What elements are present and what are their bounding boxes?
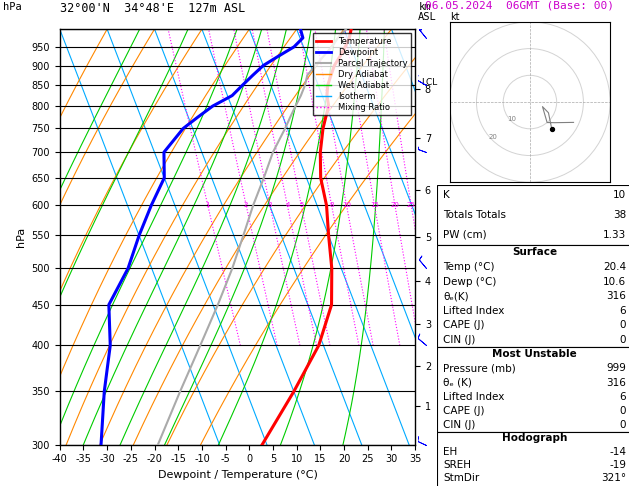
Text: CAPE (J): CAPE (J) bbox=[443, 320, 484, 330]
Text: 0: 0 bbox=[620, 420, 626, 430]
Text: 3: 3 bbox=[268, 203, 272, 208]
Text: Surface: Surface bbox=[512, 247, 557, 257]
Text: -14: -14 bbox=[610, 447, 626, 457]
Text: 2: 2 bbox=[244, 203, 248, 208]
Text: Most Unstable: Most Unstable bbox=[493, 349, 577, 360]
Text: Lifted Index: Lifted Index bbox=[443, 306, 504, 316]
Text: 20: 20 bbox=[488, 135, 497, 140]
Text: Totals Totals: Totals Totals bbox=[443, 210, 506, 220]
Point bbox=[547, 125, 557, 133]
FancyBboxPatch shape bbox=[437, 245, 629, 347]
Text: 5: 5 bbox=[299, 203, 303, 208]
Text: ASL: ASL bbox=[418, 12, 437, 22]
Text: 0: 0 bbox=[620, 406, 626, 416]
Text: 8: 8 bbox=[330, 203, 334, 208]
Text: hPa: hPa bbox=[3, 2, 22, 13]
Text: CIN (J): CIN (J) bbox=[443, 335, 476, 345]
Text: Lifted Index: Lifted Index bbox=[443, 392, 504, 401]
Text: 1: 1 bbox=[206, 203, 210, 208]
Text: 6: 6 bbox=[620, 392, 626, 401]
Text: km: km bbox=[418, 2, 431, 13]
Text: 316: 316 bbox=[606, 291, 626, 301]
Text: 10.6: 10.6 bbox=[603, 277, 626, 287]
Text: 1.33: 1.33 bbox=[603, 230, 626, 240]
Text: 321°: 321° bbox=[601, 473, 626, 483]
Text: Pressure (mb): Pressure (mb) bbox=[443, 364, 516, 373]
Text: PW (cm): PW (cm) bbox=[443, 230, 487, 240]
Text: 999: 999 bbox=[606, 364, 626, 373]
Text: 6: 6 bbox=[620, 306, 626, 316]
Text: 06.05.2024  06GMT (Base: 00): 06.05.2024 06GMT (Base: 00) bbox=[425, 1, 613, 11]
Text: 10: 10 bbox=[507, 116, 516, 122]
Text: 32°00'N  34°48'E  127m ASL: 32°00'N 34°48'E 127m ASL bbox=[60, 2, 245, 16]
Text: 10: 10 bbox=[613, 190, 626, 200]
X-axis label: Dewpoint / Temperature (°C): Dewpoint / Temperature (°C) bbox=[157, 470, 318, 480]
Y-axis label: Mixing Ratio (g/kg): Mixing Ratio (g/kg) bbox=[438, 191, 448, 283]
Legend: Temperature, Dewpoint, Parcel Trajectory, Dry Adiabat, Wet Adiabat, Isotherm, Mi: Temperature, Dewpoint, Parcel Trajectory… bbox=[313, 34, 411, 116]
Text: Dewp (°C): Dewp (°C) bbox=[443, 277, 496, 287]
FancyBboxPatch shape bbox=[437, 185, 629, 245]
Text: θₑ (K): θₑ (K) bbox=[443, 378, 472, 387]
Text: 20.4: 20.4 bbox=[603, 262, 626, 272]
FancyBboxPatch shape bbox=[437, 432, 629, 486]
Text: 25: 25 bbox=[407, 203, 416, 208]
Text: 4: 4 bbox=[285, 203, 289, 208]
Text: K: K bbox=[443, 190, 450, 200]
Text: LCL: LCL bbox=[421, 78, 437, 87]
Text: 38: 38 bbox=[613, 210, 626, 220]
Text: kt: kt bbox=[450, 12, 459, 22]
Text: SREH: SREH bbox=[443, 460, 471, 470]
Text: 15: 15 bbox=[370, 203, 379, 208]
Text: Hodograph: Hodograph bbox=[502, 434, 567, 443]
Text: 10: 10 bbox=[342, 203, 351, 208]
Text: StmDir: StmDir bbox=[443, 473, 479, 483]
Text: 0: 0 bbox=[620, 320, 626, 330]
Text: 20: 20 bbox=[391, 203, 399, 208]
Text: θₑ(K): θₑ(K) bbox=[443, 291, 469, 301]
Text: 0: 0 bbox=[620, 335, 626, 345]
FancyBboxPatch shape bbox=[437, 347, 629, 432]
Text: 316: 316 bbox=[606, 378, 626, 387]
Text: Temp (°C): Temp (°C) bbox=[443, 262, 494, 272]
Text: -19: -19 bbox=[610, 460, 626, 470]
Text: CAPE (J): CAPE (J) bbox=[443, 406, 484, 416]
Y-axis label: hPa: hPa bbox=[16, 227, 26, 247]
Text: EH: EH bbox=[443, 447, 457, 457]
Text: CIN (J): CIN (J) bbox=[443, 420, 476, 430]
